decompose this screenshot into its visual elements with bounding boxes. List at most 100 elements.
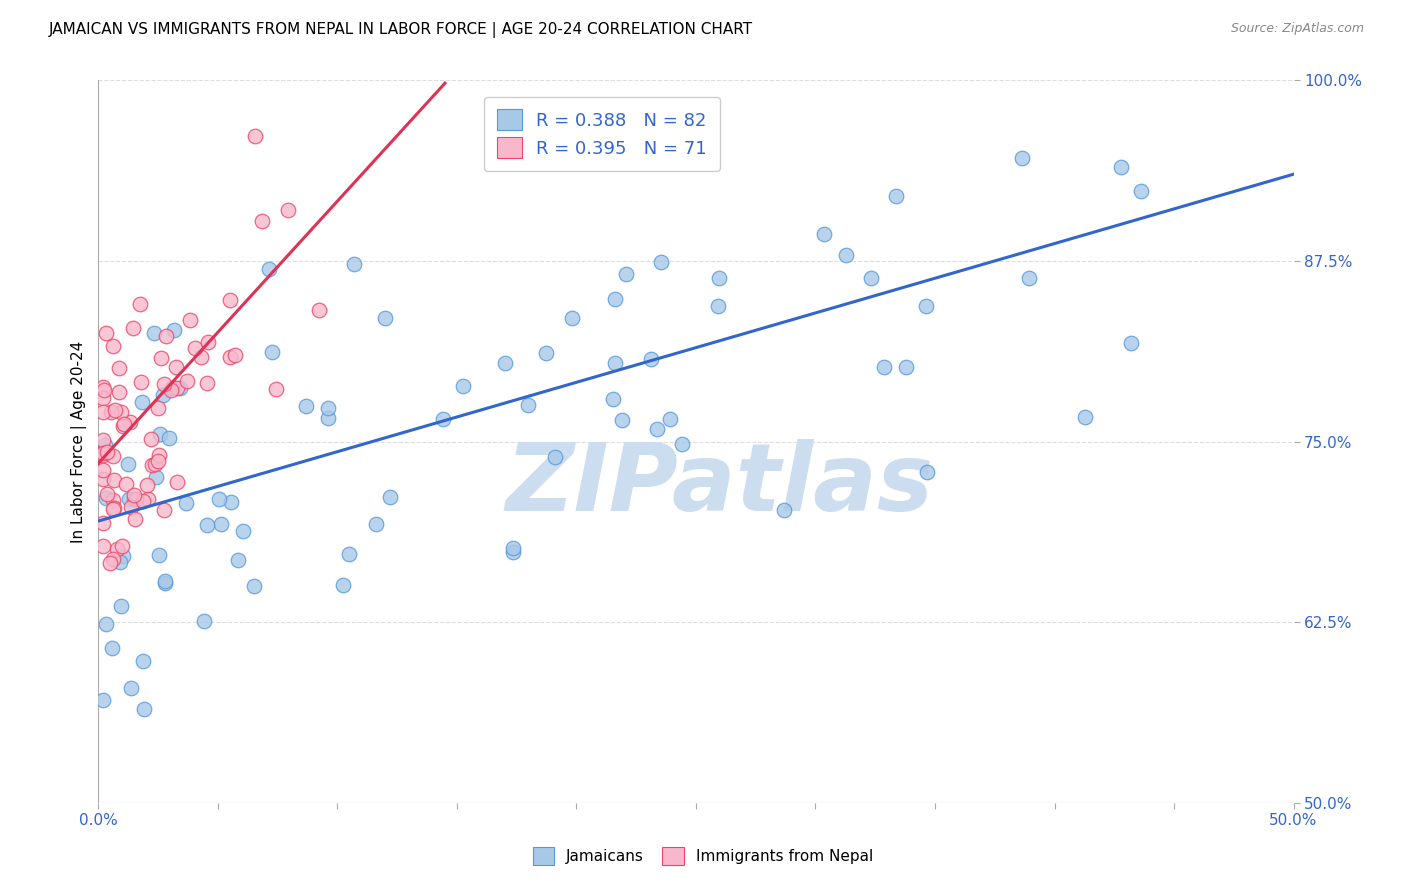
Point [228, 553, 250, 567]
Point [1129, 184, 1152, 198]
Point [208, 491, 231, 506]
Point [124, 492, 146, 507]
Point [380, 490, 402, 504]
Point [209, 516, 232, 531]
Point [153, 575, 176, 590]
Point [835, 248, 858, 262]
Point [94, 491, 117, 506]
Point [707, 299, 730, 313]
Point [143, 457, 166, 471]
Point [101, 339, 124, 353]
Point [308, 303, 330, 318]
Point [169, 381, 191, 395]
Point [120, 681, 142, 695]
Point [614, 267, 637, 281]
Point [91, 391, 114, 405]
Point [96, 445, 118, 459]
Point [915, 299, 938, 313]
Point [603, 293, 626, 307]
Point [152, 388, 174, 402]
Point [131, 493, 153, 508]
Point [96, 487, 118, 501]
Point [94, 437, 117, 451]
Point [131, 395, 153, 409]
Point [101, 492, 124, 507]
Text: Source: ZipAtlas.com: Source: ZipAtlas.com [1230, 22, 1364, 36]
Point [104, 402, 127, 417]
Text: ZIPatlas: ZIPatlas [506, 439, 934, 531]
Point [1121, 336, 1143, 351]
Point [295, 399, 318, 413]
Y-axis label: In Labor Force | Age 20-24: In Labor Force | Age 20-24 [72, 341, 87, 542]
Point [561, 311, 583, 326]
Point [1011, 151, 1033, 165]
Point [98, 556, 121, 570]
Point [148, 454, 170, 468]
Point [103, 473, 125, 487]
Point [136, 478, 159, 492]
Point [494, 355, 516, 369]
Point [264, 382, 287, 396]
Point [117, 458, 139, 472]
Point [813, 227, 835, 241]
Point [250, 213, 273, 227]
Point [603, 355, 626, 369]
Point [91, 405, 114, 419]
Point [148, 448, 170, 462]
Point [91, 516, 114, 530]
Point [773, 502, 796, 516]
Point [132, 654, 155, 668]
Point [103, 450, 125, 464]
Point [112, 417, 135, 432]
Point [110, 599, 132, 613]
Point [129, 375, 152, 389]
Point [193, 614, 215, 628]
Point [671, 437, 693, 451]
Point [122, 488, 145, 502]
Text: JAMAICAN VS IMMIGRANTS FROM NEPAL IN LABOR FORCE | AGE 20-24 CORRELATION CHART: JAMAICAN VS IMMIGRANTS FROM NEPAL IN LAB… [49, 22, 754, 38]
Point [502, 544, 524, 558]
Point [149, 351, 172, 366]
Point [658, 412, 681, 426]
Point [91, 692, 114, 706]
Point [337, 547, 360, 561]
Point [145, 470, 167, 484]
Point [103, 552, 125, 566]
Point [894, 359, 917, 374]
Point [224, 348, 246, 362]
Point [343, 257, 366, 271]
Point [219, 494, 242, 508]
Point [517, 398, 540, 412]
Point [100, 405, 122, 419]
Point [139, 432, 162, 446]
Point [93, 383, 115, 397]
Point [108, 361, 131, 376]
Point [640, 352, 662, 367]
Point [153, 377, 176, 392]
Point [111, 539, 134, 553]
Point [650, 254, 672, 268]
Point [432, 412, 454, 426]
Point [277, 202, 299, 217]
Point [262, 345, 284, 359]
Point [1111, 160, 1133, 174]
Point [120, 500, 142, 514]
Point [332, 577, 354, 591]
Point [166, 381, 188, 395]
Point [316, 410, 339, 425]
Point [165, 359, 187, 374]
Point [91, 448, 114, 462]
Point [101, 641, 124, 656]
Point [195, 376, 218, 390]
Point [91, 380, 114, 394]
Point [219, 293, 242, 307]
Point [1073, 410, 1095, 425]
Point [602, 392, 624, 407]
Point [316, 401, 339, 415]
Point [197, 335, 219, 350]
Point [155, 329, 177, 343]
Point [536, 346, 558, 360]
Point [153, 574, 176, 588]
Point [105, 541, 128, 556]
Point [645, 422, 668, 436]
